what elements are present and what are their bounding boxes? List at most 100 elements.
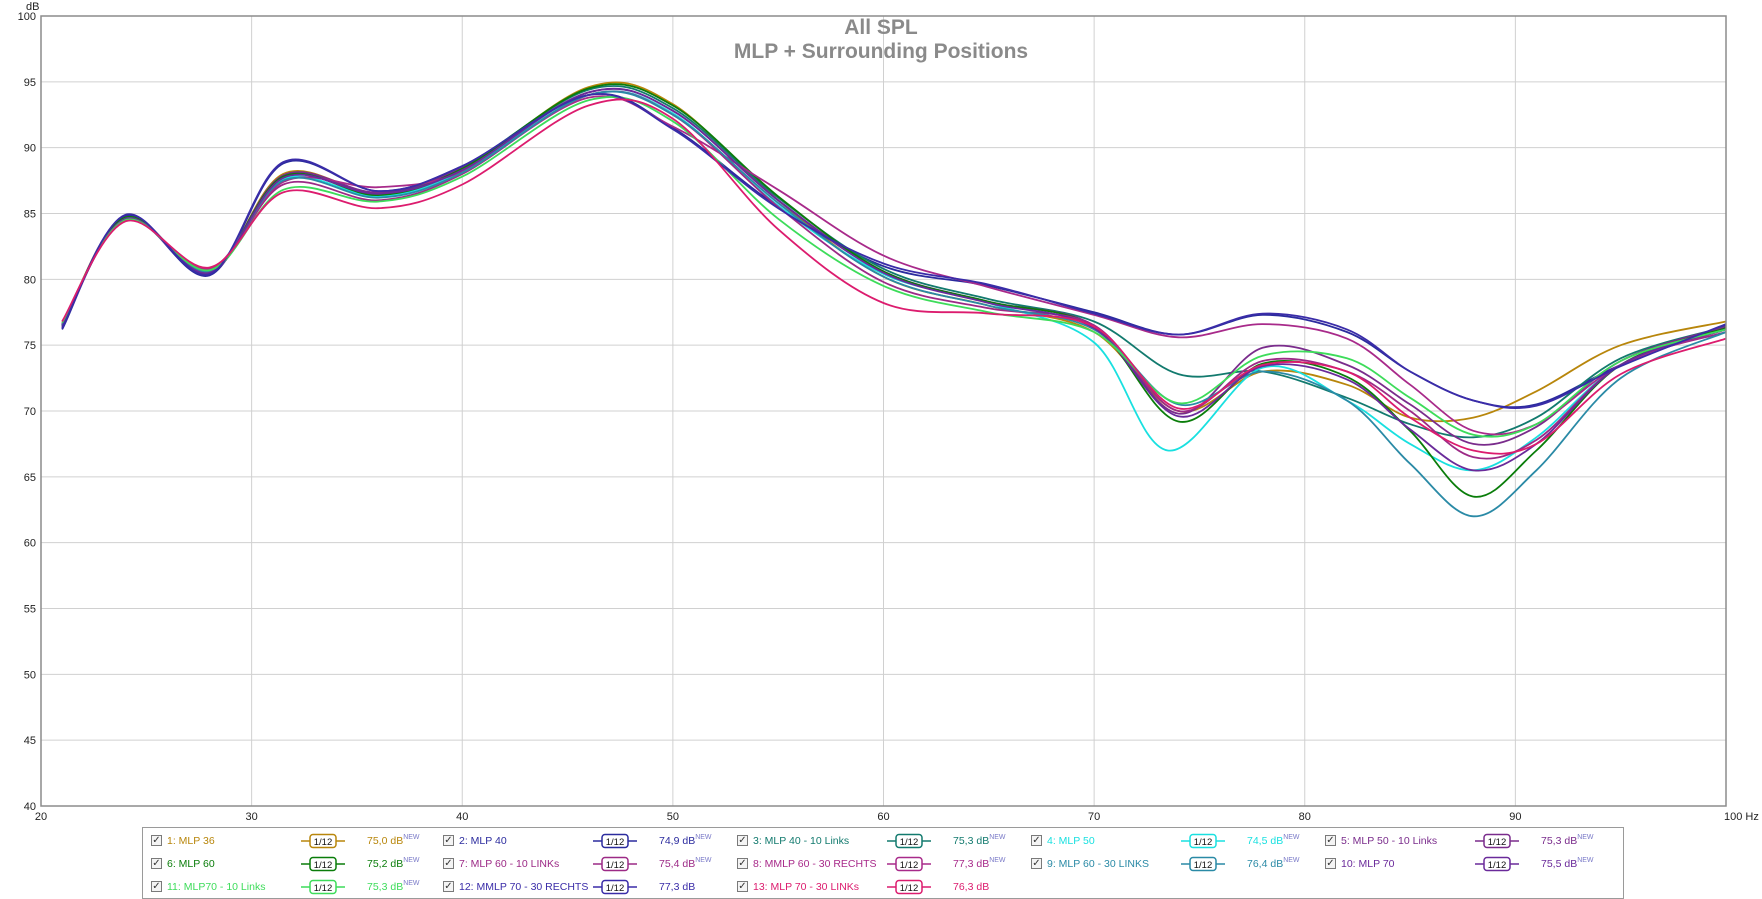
x-tick-label: 80: [1299, 811, 1311, 823]
legend-item-label: 10: MLP 70: [1341, 858, 1395, 870]
legend-checkbox[interactable]: ✓: [443, 881, 454, 892]
legend-checkbox[interactable]: ✓: [1325, 858, 1336, 869]
new-badge: NEW: [1283, 834, 1300, 841]
y-tick-label: 65: [24, 472, 36, 484]
legend-checkbox[interactable]: ✓: [737, 835, 748, 846]
legend-level-text: 77,3 dB: [953, 858, 990, 870]
smoothing-button[interactable]: 1/12: [593, 856, 637, 872]
smoothing-label: 1/12: [314, 860, 333, 871]
smoothing-label: 1/12: [606, 883, 625, 894]
legend-level-value: 75,2 dBNEW: [367, 854, 420, 874]
smoothing-button[interactable]: 1/12: [887, 879, 931, 895]
chart-subtitle: MLP + Surrounding Positions: [733, 40, 1029, 63]
series-line-9: [61, 90, 1727, 518]
x-tick-label: 30: [246, 811, 258, 823]
legend-checkbox[interactable]: ✓: [151, 835, 162, 846]
smoothing-button[interactable]: 1/12: [593, 879, 637, 895]
smoothing-label: 1/12: [1194, 837, 1213, 848]
legend-level-value: 74,5 dBNEW: [1247, 831, 1300, 851]
plot-frame: [40, 15, 1727, 807]
new-badge: NEW: [403, 880, 420, 887]
new-badge: NEW: [989, 834, 1006, 841]
legend-item-label: 3: MLP 40 - 10 Links: [753, 835, 850, 847]
legend: ✓ 1: MLP 36 1/12 75,0 dBNEW ✓ 2: MLP 40 1/12 74…: [142, 827, 1624, 899]
legend-checkbox[interactable]: ✓: [1031, 835, 1042, 846]
smoothing-button[interactable]: 1/12: [301, 833, 345, 849]
x-tick-label: 40: [456, 811, 468, 823]
legend-level-text: 76,3 dB: [953, 881, 990, 893]
y-tick-label: 70: [24, 406, 36, 418]
legend-checkbox[interactable]: ✓: [1325, 835, 1336, 846]
series-line-8: [61, 95, 1727, 436]
smoothing-button[interactable]: 1/12: [1181, 833, 1225, 849]
chart-title: All SPL: [844, 16, 918, 39]
smoothing-label: 1/12: [314, 837, 333, 848]
legend-item-label: 8: MMLP 60 - 30 RECHTS: [753, 858, 877, 870]
y-tick-label: 80: [24, 274, 36, 286]
x-tick-label: 90: [1509, 811, 1521, 823]
smoothing-label: 1/12: [1488, 837, 1507, 848]
legend-level-value: 76,3 dB: [953, 877, 989, 897]
x-tick-label: 50: [667, 811, 679, 823]
legend-level-text: 75,4 dB: [659, 858, 696, 870]
series-line-6: [61, 83, 1727, 498]
legend-checkbox[interactable]: ✓: [151, 858, 162, 869]
new-badge: NEW: [1577, 857, 1594, 864]
legend-level-value: 74,9 dBNEW: [659, 831, 712, 851]
smoothing-button[interactable]: 1/12: [301, 856, 345, 872]
smoothing-label: 1/12: [1488, 860, 1507, 871]
y-tick-label: 50: [24, 669, 36, 681]
legend-item-label: 13: MLP 70 - 30 LINKs: [753, 881, 860, 893]
smoothing-button[interactable]: 1/12: [1475, 833, 1519, 849]
y-tick-label: 40: [24, 801, 36, 813]
legend-level-value: 77,3 dBNEW: [953, 854, 1006, 874]
legend-level-text: 75,2 dB: [367, 858, 404, 870]
new-badge: NEW: [1577, 834, 1594, 841]
smoothing-button[interactable]: 1/12: [887, 856, 931, 872]
new-badge: NEW: [695, 857, 712, 864]
y-tick-label: 85: [24, 209, 36, 221]
legend-item-label: 9: MLP 60 - 30 LINKS: [1047, 858, 1149, 870]
legend-item-label: 4: MLP 50: [1047, 835, 1095, 847]
smoothing-button[interactable]: 1/12: [887, 833, 931, 849]
legend-checkbox[interactable]: ✓: [151, 881, 162, 892]
y-axis: 100 95 90 85 80 75 70 65 60 55 50 45 40: [18, 11, 36, 813]
smoothing-label: 1/12: [1194, 860, 1213, 871]
legend-level-value: 77,3 dB: [659, 877, 695, 897]
legend-level-text: 75,5 dB: [1541, 858, 1578, 870]
legend-item-label: 6: MLP 60: [167, 858, 215, 870]
x-axis: 20 30 40 50 60 70 80 90 100 Hz: [35, 811, 1759, 823]
legend-level-text: 75,0 dB: [367, 835, 404, 847]
legend-level-value: 75,3 dBNEW: [1541, 831, 1594, 851]
legend-checkbox[interactable]: ✓: [1031, 858, 1042, 869]
legend-item-label: 5: MLP 50 - 10 Links: [1341, 835, 1438, 847]
smoothing-button[interactable]: 1/12: [1181, 856, 1225, 872]
series-line-12: [61, 93, 1727, 410]
new-badge: NEW: [403, 834, 420, 841]
legend-item-label: 12: MMLP 70 - 30 RECHTS: [459, 881, 589, 893]
legend-item-label: 2: MLP 40: [459, 835, 507, 847]
legend-level-text: 75,3 dB: [1541, 835, 1578, 847]
y-tick-label: 100: [18, 11, 36, 23]
legend-level-text: 74,9 dB: [659, 835, 696, 847]
legend-checkbox[interactable]: ✓: [737, 881, 748, 892]
legend-item-label: 1: MLP 36: [167, 835, 215, 847]
series-line-7: [61, 90, 1727, 460]
legend-checkbox[interactable]: ✓: [443, 835, 454, 846]
smoothing-button[interactable]: 1/12: [301, 879, 345, 895]
legend-checkbox[interactable]: ✓: [443, 858, 454, 869]
legend-level-text: 75,3 dB: [367, 881, 404, 893]
smoothing-label: 1/12: [606, 837, 625, 848]
legend-level-text: 77,3 dB: [659, 881, 696, 893]
smoothing-label: 1/12: [900, 837, 919, 848]
legend-checkbox[interactable]: ✓: [737, 858, 748, 869]
legend-level-text: 74,5 dB: [1247, 835, 1284, 847]
smoothing-button[interactable]: 1/12: [1475, 856, 1519, 872]
y-tick-label: 75: [24, 340, 36, 352]
legend-level-text: 76,4 dB: [1247, 858, 1284, 870]
new-badge: NEW: [989, 857, 1006, 864]
y-tick-label: 95: [24, 77, 36, 89]
smoothing-button[interactable]: 1/12: [593, 833, 637, 849]
legend-item-label: 11: MLP70 - 10 Links: [167, 881, 266, 893]
